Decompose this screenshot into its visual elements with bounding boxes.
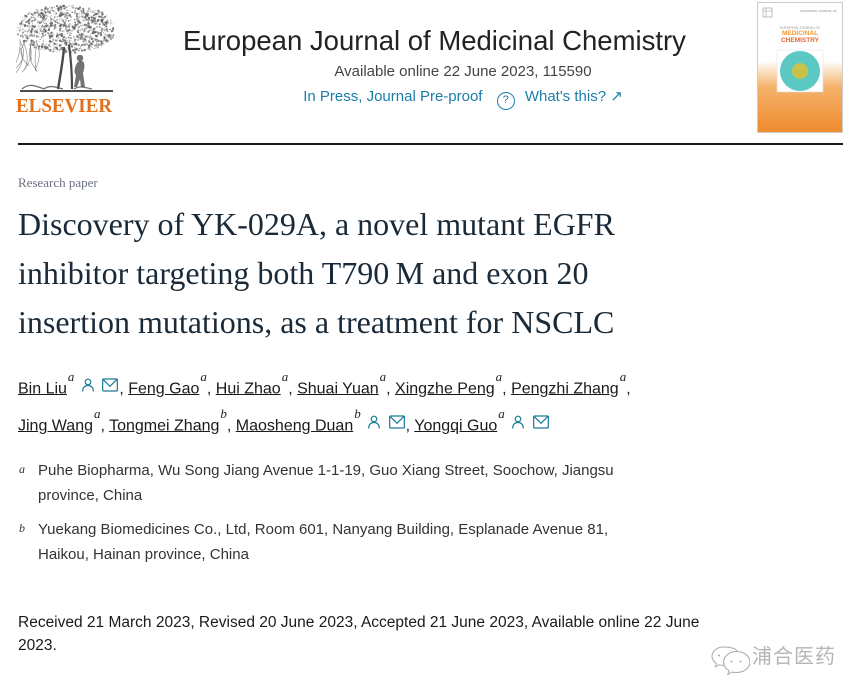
svg-text:MEDICINAL: MEDICINAL bbox=[782, 30, 818, 37]
svg-text:CHEMISTRY: CHEMISTRY bbox=[781, 37, 820, 44]
svg-text:EUROPEAN JOURNAL OF: EUROPEAN JOURNAL OF bbox=[800, 9, 837, 13]
